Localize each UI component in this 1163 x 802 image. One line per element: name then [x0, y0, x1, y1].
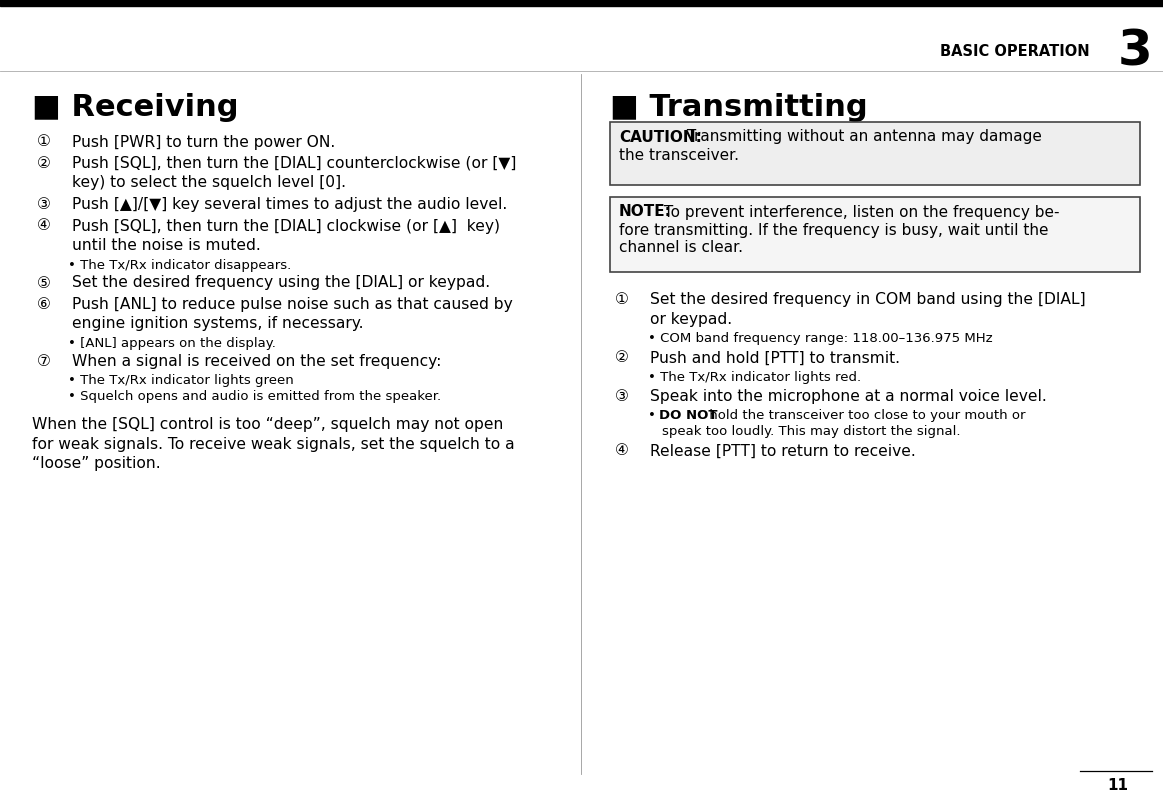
- Text: ③: ③: [37, 196, 51, 212]
- Text: CAUTION:: CAUTION:: [619, 129, 702, 144]
- Text: Release [PTT] to return to receive.: Release [PTT] to return to receive.: [650, 443, 915, 458]
- Text: engine ignition systems, if necessary.: engine ignition systems, if necessary.: [72, 316, 364, 331]
- Text: ③: ③: [615, 388, 629, 403]
- Text: fore transmitting. If the frequency is busy, wait until the: fore transmitting. If the frequency is b…: [619, 222, 1049, 237]
- Text: “loose” position.: “loose” position.: [33, 456, 160, 471]
- Text: ⑦: ⑦: [37, 354, 51, 369]
- Text: • The Tx/Rx indicator disappears.: • The Tx/Rx indicator disappears.: [67, 258, 291, 271]
- Text: the transceiver.: the transceiver.: [619, 148, 739, 162]
- Text: ④: ④: [615, 443, 629, 458]
- Text: Speak into the microphone at a normal voice level.: Speak into the microphone at a normal vo…: [650, 388, 1047, 403]
- Text: ④: ④: [37, 218, 51, 233]
- Text: or keypad.: or keypad.: [650, 312, 733, 326]
- Text: ■ Receiving: ■ Receiving: [33, 93, 238, 123]
- Text: Push and hold [PTT] to transmit.: Push and hold [PTT] to transmit.: [650, 350, 900, 365]
- Text: When a signal is received on the set frequency:: When a signal is received on the set fre…: [72, 354, 442, 369]
- Text: NOTE:: NOTE:: [619, 205, 672, 219]
- Text: • The Tx/Rx indicator lights red.: • The Tx/Rx indicator lights red.: [648, 371, 861, 383]
- Text: Push [PWR] to turn the power ON.: Push [PWR] to turn the power ON.: [72, 134, 335, 149]
- Text: ②: ②: [615, 350, 629, 365]
- Text: •: •: [648, 409, 661, 422]
- Text: 3: 3: [1118, 28, 1153, 76]
- Text: ①: ①: [37, 134, 51, 149]
- Text: ⑥: ⑥: [37, 297, 51, 312]
- Text: Transmitting without an antenna may damage: Transmitting without an antenna may dama…: [682, 129, 1042, 144]
- Text: BASIC OPERATION: BASIC OPERATION: [941, 44, 1090, 59]
- Text: Push [▲]/[▼] key several times to adjust the audio level.: Push [▲]/[▼] key several times to adjust…: [72, 196, 507, 212]
- Text: ②: ②: [37, 156, 51, 171]
- Text: ①: ①: [615, 292, 629, 307]
- Text: until the noise is muted.: until the noise is muted.: [72, 237, 261, 253]
- Text: To prevent interference, listen on the frequency be-: To prevent interference, listen on the f…: [659, 205, 1059, 219]
- Text: key) to select the squelch level [0].: key) to select the squelch level [0].: [72, 176, 347, 190]
- Text: for weak signals. To receive weak signals, set the squelch to a: for weak signals. To receive weak signal…: [33, 436, 514, 452]
- Text: • [ANL] appears on the display.: • [ANL] appears on the display.: [67, 337, 276, 350]
- Text: When the [SQL] control is too “deep”, squelch may not open: When the [SQL] control is too “deep”, sq…: [33, 417, 504, 432]
- Text: • The Tx/Rx indicator lights green: • The Tx/Rx indicator lights green: [67, 374, 294, 387]
- Text: channel is clear.: channel is clear.: [619, 241, 743, 255]
- Text: Push [SQL], then turn the [DIAL] counterclockwise (or [▼]: Push [SQL], then turn the [DIAL] counter…: [72, 156, 516, 171]
- Text: ⑤: ⑤: [37, 275, 51, 290]
- Text: • COM band frequency range: 118.00–136.975 MHz: • COM band frequency range: 118.00–136.9…: [648, 332, 993, 345]
- Bar: [611, 123, 1140, 186]
- Text: hold the transceiver too close to your mouth or: hold the transceiver too close to your m…: [705, 409, 1026, 422]
- Text: • Squelch opens and audio is emitted from the speaker.: • Squelch opens and audio is emitted fro…: [67, 390, 441, 403]
- Bar: [611, 198, 1140, 273]
- Text: speak too loudly. This may distort the signal.: speak too loudly. This may distort the s…: [662, 425, 961, 438]
- Text: ■ Transmitting: ■ Transmitting: [611, 93, 868, 123]
- Text: DO NOT: DO NOT: [659, 409, 718, 422]
- Text: Set the desired frequency using the [DIAL] or keypad.: Set the desired frequency using the [DIA…: [72, 275, 490, 290]
- Text: Set the desired frequency in COM band using the [DIAL]: Set the desired frequency in COM band us…: [650, 292, 1085, 307]
- Bar: [0, 0, 1163, 7]
- Text: Push [ANL] to reduce pulse noise such as that caused by: Push [ANL] to reduce pulse noise such as…: [72, 297, 513, 312]
- Text: 11: 11: [1107, 777, 1128, 792]
- Text: Push [SQL], then turn the [DIAL] clockwise (or [▲]  key): Push [SQL], then turn the [DIAL] clockwi…: [72, 218, 500, 233]
